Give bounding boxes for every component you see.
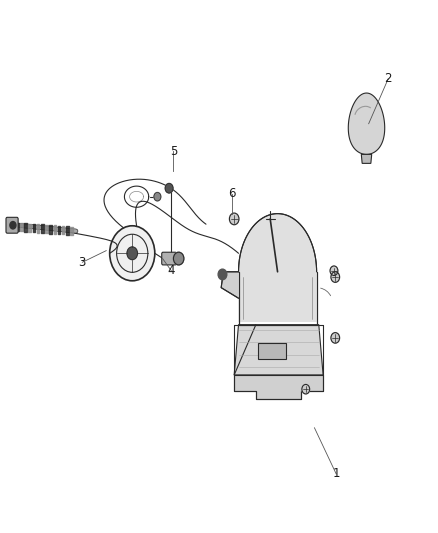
Circle shape bbox=[331, 333, 339, 343]
Circle shape bbox=[165, 183, 173, 193]
FancyBboxPatch shape bbox=[162, 252, 177, 265]
Circle shape bbox=[110, 226, 155, 281]
Polygon shape bbox=[234, 325, 323, 375]
Bar bbox=[258, 343, 286, 359]
Circle shape bbox=[154, 192, 161, 201]
Text: 4: 4 bbox=[167, 264, 175, 277]
Text: 3: 3 bbox=[79, 256, 86, 269]
Text: 5: 5 bbox=[170, 145, 177, 158]
Circle shape bbox=[302, 384, 310, 394]
Polygon shape bbox=[348, 93, 385, 155]
Polygon shape bbox=[239, 214, 317, 322]
FancyBboxPatch shape bbox=[6, 217, 18, 233]
Text: 6: 6 bbox=[228, 187, 236, 200]
Text: 2: 2 bbox=[385, 72, 392, 85]
Circle shape bbox=[331, 272, 339, 282]
Text: 1: 1 bbox=[332, 467, 340, 480]
Circle shape bbox=[330, 266, 338, 276]
Circle shape bbox=[127, 247, 138, 260]
Polygon shape bbox=[361, 155, 372, 164]
Polygon shape bbox=[221, 272, 239, 298]
Circle shape bbox=[218, 269, 227, 280]
Polygon shape bbox=[234, 375, 323, 399]
Circle shape bbox=[230, 213, 239, 225]
Circle shape bbox=[10, 222, 16, 229]
Circle shape bbox=[173, 252, 184, 265]
